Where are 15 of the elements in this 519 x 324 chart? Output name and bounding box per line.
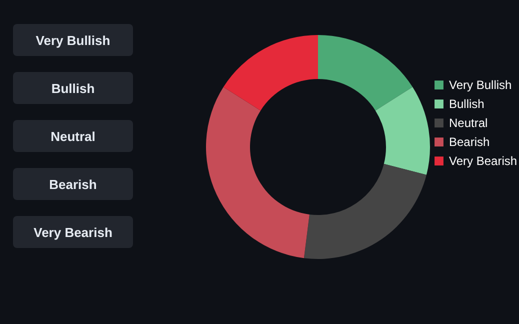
- filter-button[interactable]: Neutral: [13, 120, 133, 152]
- filter-button[interactable]: Bullish: [13, 72, 133, 104]
- legend-label: Very Bearish: [449, 154, 518, 168]
- legend-label: Bearish: [449, 135, 490, 149]
- legend-label: Bullish: [449, 97, 484, 111]
- filter-button[interactable]: Very Bearish: [13, 216, 133, 248]
- donut-slice: [375, 86, 430, 175]
- filter-button[interactable]: Bearish: [13, 168, 133, 200]
- filter-button[interactable]: Very Bullish: [13, 24, 133, 56]
- donut-slice: [223, 35, 318, 111]
- legend-label: Neutral: [449, 116, 488, 130]
- donut-slice: [318, 35, 413, 111]
- donut-slice: [206, 86, 310, 258]
- donut-slice: [304, 164, 426, 259]
- legend-label: Very Bullish: [449, 78, 512, 92]
